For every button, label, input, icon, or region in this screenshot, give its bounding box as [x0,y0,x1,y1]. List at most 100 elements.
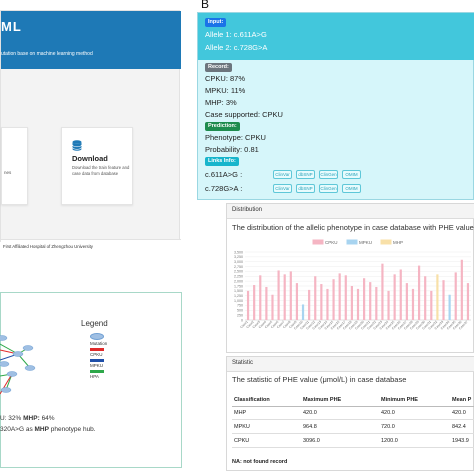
legend-swatch-mpku [346,239,358,245]
x-tick-label: Case25 [385,320,396,331]
col-max-phe: Maximum PHE [303,397,342,403]
y-tick-label: 2,250 [234,275,243,279]
bar-case25 [393,274,396,320]
bar-case19 [356,288,360,320]
x-tick-label: Case14 [318,320,329,331]
cell-mhp-mean: 420.0 [452,410,466,416]
x-tick-label: Case37 [458,320,469,331]
bar-case14 [326,288,329,320]
dbsnp-link-2[interactable]: dbSNP [296,184,315,193]
bar-case1 [246,290,250,320]
cell-cpku-class: CPKU [234,438,250,444]
input-section: Input: Allele 1: c.611A>G Allele 2: c.72… [198,13,474,60]
clingen-link-1[interactable]: ClinGen [319,170,338,179]
network-node [0,361,10,367]
bar-case35 [454,272,457,320]
y-tick-label: 250 [237,313,243,317]
bar-case36 [460,259,463,320]
table-header-rule [232,406,474,407]
legend-label-mutation: Mutation [90,341,108,346]
links-badge: Links Info: [205,157,239,166]
bar-case34 [448,294,451,320]
dbsnp-link-1[interactable]: dbSNP [296,170,315,179]
bar-case33 [442,280,445,320]
feature-card-left-text: nes [4,170,12,175]
case-supported: Case supported: CPKU [205,110,283,119]
bar-case15 [332,279,335,320]
bar-case28 [411,288,415,320]
legend-label-cpku: CPKU [90,352,103,357]
hero-footer: First Affiliated Hospital of Zhengzhou U… [1,239,181,253]
cell-mhp-class: MHP [234,410,247,416]
x-tick-label: Case18 [342,320,353,331]
y-tick-label: 2,750 [234,265,243,269]
x-tick-label: Case3 [252,320,262,330]
bar-case2 [253,285,256,320]
download-card[interactable]: Download Download the train feature and … [61,127,133,205]
feature-card-left[interactable]: nes [1,127,28,205]
hero-subtitle: utation base on machine learning method [1,51,93,57]
x-tick-label: Case34 [440,320,451,331]
bar-case21 [369,282,372,320]
bar-case29 [417,265,421,320]
distribution-header-text: Distribution [232,207,263,213]
bar-case24 [387,290,390,320]
cell-mpku-max: 964.8 [303,424,317,430]
bar-case13 [320,284,323,320]
legend-label-mpku: MPKU [90,363,104,368]
network-stats-line-2: 320A>G as MHP phenotype hub. [0,426,96,433]
network-stats: U: 32% MHP: 64% 320A>G as MHP phenotype … [0,415,96,433]
cell-mpku-class: MPKU [234,424,250,430]
x-tick-label: Case16 [330,320,341,331]
y-tick-label: 3,000 [234,260,243,264]
y-tick-label: 500 [237,309,243,313]
website-hero-screenshot: ML utation base on machine learning meth… [0,10,181,253]
bar-case27 [405,283,408,320]
clingen-link-2[interactable]: ClinGen [319,184,338,193]
hub-text-post: phenotype hub. [50,426,96,433]
legend-label-cpku: CPKU [325,240,338,245]
legend-swatch-mhp [380,239,392,245]
panel-letter: B [201,0,210,11]
clinvar-link-1[interactable]: ClinVar [273,170,292,179]
legend-label-hpa: HPA [90,374,99,379]
x-tick-label: Case20 [354,320,365,331]
network-stats-line-1: U: 32% MHP: 64% [0,415,96,422]
y-tick-label: 0 [241,318,243,322]
x-tick-label: Case36 [452,320,463,331]
x-tick-label: Case35 [446,320,457,331]
x-tick-label: Case11 [299,320,310,331]
bar-case22 [375,286,378,320]
cell-mhp-max: 420.0 [303,410,317,416]
legend-mpku-bar [90,359,104,362]
cell-mpku-min: 720.0 [381,424,395,430]
chart-x-axis: Case1Case2Case3Case4Case5Case6Case7Case8… [239,320,468,331]
y-tick-label: 3,250 [234,255,243,259]
x-tick-label: Case28 [403,320,414,331]
chart-legend: CPKU MPKU MHP [312,239,403,245]
prediction-info-panel: Input: Allele 1: c.611A>G Allele 2: c.72… [197,12,474,200]
statistic-panel: Statistic The statistic of PHE value (μm… [226,356,474,471]
omim-link-2[interactable]: OMIM [342,184,361,193]
hub-text-pre: 320A>G as [0,426,33,433]
x-tick-label: Case33 [434,320,445,331]
x-tick-label: Case30 [415,320,426,331]
x-tick-label: Case6 [270,320,280,330]
omim-link-1[interactable]: OMIM [342,170,361,179]
stat-mhp-value: 64% [41,415,55,422]
bar-case17 [344,275,347,320]
x-tick-label: Case2 [246,320,256,330]
bar-case7 [283,274,286,320]
link-variant-1: c.611A>G : [205,170,243,179]
stat-cpku-text: U: 32% [0,415,22,422]
record-cpku: CPKU: 87% [205,74,246,83]
network-node [22,345,34,351]
y-tick-label: 1,250 [234,294,243,298]
x-tick-label: Case4 [258,320,268,330]
probability: Probability: 0.81 [205,145,259,154]
network-node [0,387,12,393]
x-tick-label: Case26 [391,320,402,331]
clinvar-link-2[interactable]: ClinVar [273,184,292,193]
x-tick-label: Case32 [428,320,439,331]
record-badge: Record: [205,63,232,72]
